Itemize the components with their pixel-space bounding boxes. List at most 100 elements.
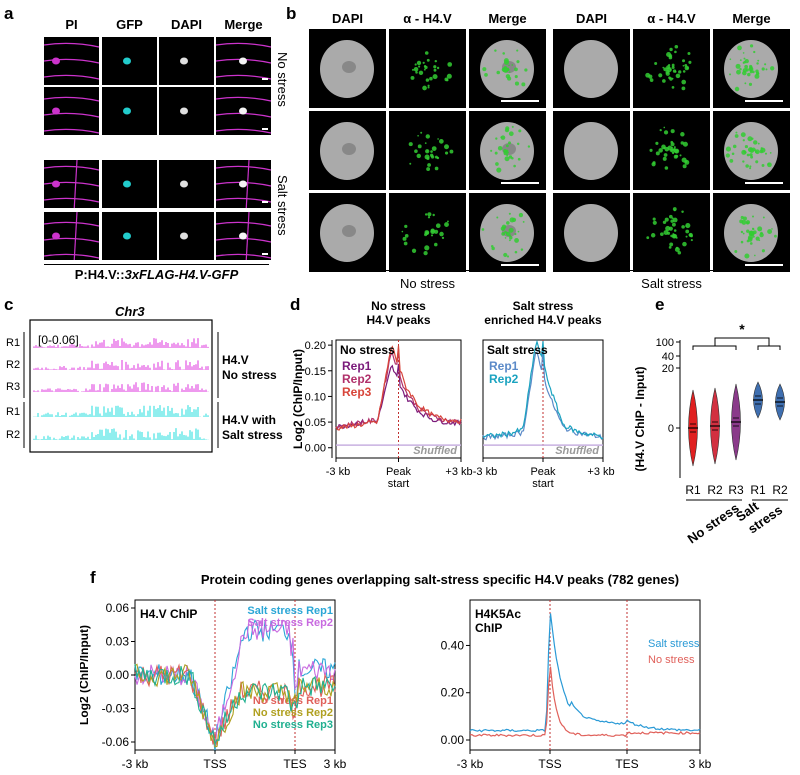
y-axis-label: Log2 (ChIP/Input) bbox=[291, 349, 305, 449]
h4v-focus bbox=[751, 70, 755, 74]
h4v-focus bbox=[734, 86, 740, 92]
scale-bar bbox=[262, 253, 268, 255]
h4v-focus bbox=[749, 153, 753, 157]
h4v-focus bbox=[684, 63, 688, 67]
legend-title: No stress bbox=[340, 343, 395, 357]
h4v-focus bbox=[668, 76, 671, 80]
h4v-focus bbox=[401, 230, 404, 233]
h4v-focus bbox=[430, 150, 433, 153]
h4v-focus bbox=[432, 74, 438, 80]
h4v-focus bbox=[511, 64, 514, 66]
scale-bar bbox=[262, 128, 268, 130]
h4v-focus bbox=[774, 234, 777, 238]
panel-a-image bbox=[102, 212, 157, 260]
h4v-focus bbox=[417, 134, 419, 137]
x-tick-label: Peak bbox=[386, 466, 412, 478]
h4v-focus bbox=[496, 216, 499, 219]
group-label: No stress bbox=[685, 500, 742, 546]
h4v-focus bbox=[757, 226, 763, 232]
h4v-focus bbox=[514, 238, 519, 243]
legend-entry: Salt stress Rep1 bbox=[247, 605, 333, 617]
h4v-focus bbox=[446, 220, 449, 223]
nucleus bbox=[52, 232, 60, 240]
h4v-focus bbox=[668, 226, 673, 231]
h4v-focus bbox=[674, 50, 677, 54]
x-tick-label: -3 kb bbox=[457, 757, 484, 771]
h4v-focus bbox=[502, 52, 505, 55]
nucleus bbox=[52, 57, 60, 65]
h4v-focus bbox=[508, 227, 514, 233]
panel-a-row-label: Salt stress bbox=[275, 175, 290, 236]
h4v-focus bbox=[654, 61, 658, 65]
h4v-focus bbox=[425, 134, 430, 139]
panel-a-image bbox=[102, 37, 157, 85]
h4v-focus bbox=[423, 65, 427, 68]
h4v-focus bbox=[754, 73, 760, 79]
panel-b-header: Merge bbox=[488, 11, 527, 26]
panel-title: No stress bbox=[371, 299, 426, 313]
nucleus bbox=[239, 107, 247, 115]
h4v-focus bbox=[741, 220, 747, 225]
panel-a-image bbox=[44, 87, 99, 135]
h4v-focus bbox=[680, 132, 685, 137]
nucleus bbox=[123, 232, 131, 240]
h4v-focus bbox=[494, 49, 497, 52]
cell-wall bbox=[44, 181, 99, 187]
h4v-focus bbox=[504, 67, 509, 72]
cell-wall bbox=[44, 128, 99, 134]
panel-title: ChIP bbox=[475, 621, 502, 635]
nucleus bbox=[180, 107, 188, 115]
h4v-focus bbox=[404, 224, 408, 228]
chr3-title: Chr3 bbox=[115, 304, 145, 319]
y-tick-label: 0.40 bbox=[441, 638, 465, 652]
h4v-focus bbox=[673, 146, 676, 149]
h4v-focus bbox=[491, 246, 495, 251]
h4v-focus bbox=[433, 68, 437, 72]
panel-title: Salt stress bbox=[513, 299, 574, 313]
scale-bar bbox=[745, 100, 783, 102]
h4v-focus bbox=[517, 157, 521, 161]
track-frame bbox=[29, 319, 213, 453]
cell-wall bbox=[44, 58, 99, 64]
panel-b-image bbox=[469, 29, 546, 108]
h4v-focus bbox=[739, 68, 742, 71]
h4v-focus bbox=[418, 65, 421, 68]
h4v-focus bbox=[437, 138, 439, 140]
h4v-focus bbox=[420, 131, 423, 134]
panel-b-image bbox=[553, 29, 630, 108]
legend-entry: Salt stress bbox=[648, 638, 700, 650]
h4v-focus bbox=[755, 236, 760, 241]
h4v-focus bbox=[507, 141, 511, 145]
scale-bar bbox=[501, 264, 539, 266]
construct-prefix: P:H4.V:: bbox=[74, 267, 125, 282]
h4v-focus bbox=[757, 59, 760, 62]
panel-a-row-label: No stress bbox=[275, 52, 290, 107]
h4v-focus bbox=[736, 69, 741, 75]
h4v-focus bbox=[665, 225, 671, 232]
panel-a-header: DAPI bbox=[170, 17, 203, 32]
h4v-focus bbox=[503, 58, 509, 64]
h4v-focus bbox=[446, 78, 449, 82]
nucleus bbox=[123, 107, 131, 115]
cell-wall bbox=[44, 237, 99, 243]
h4v-focus bbox=[671, 222, 676, 227]
h4v-focus bbox=[650, 233, 656, 238]
profile-line bbox=[469, 613, 701, 733]
panel-b-image bbox=[713, 111, 790, 190]
h4v-focus bbox=[427, 212, 432, 217]
y-axis-label: Log2 (ChIP/Input) bbox=[80, 625, 91, 725]
h4v-focus bbox=[748, 82, 753, 86]
h4v-focus bbox=[508, 131, 514, 137]
panel-b-header: α - H4.V bbox=[647, 11, 696, 26]
h4v-focus bbox=[737, 45, 742, 51]
panel-a-image bbox=[216, 87, 271, 135]
h4v-focus bbox=[678, 70, 682, 74]
cell-wall bbox=[216, 96, 271, 102]
h4v-focus bbox=[518, 212, 524, 218]
h4v-focus bbox=[760, 231, 763, 235]
h4v-focus bbox=[663, 126, 666, 129]
y-tick-label: -0.03 bbox=[102, 702, 130, 716]
h4v-focus bbox=[433, 65, 437, 69]
h4v-focus bbox=[682, 59, 686, 63]
